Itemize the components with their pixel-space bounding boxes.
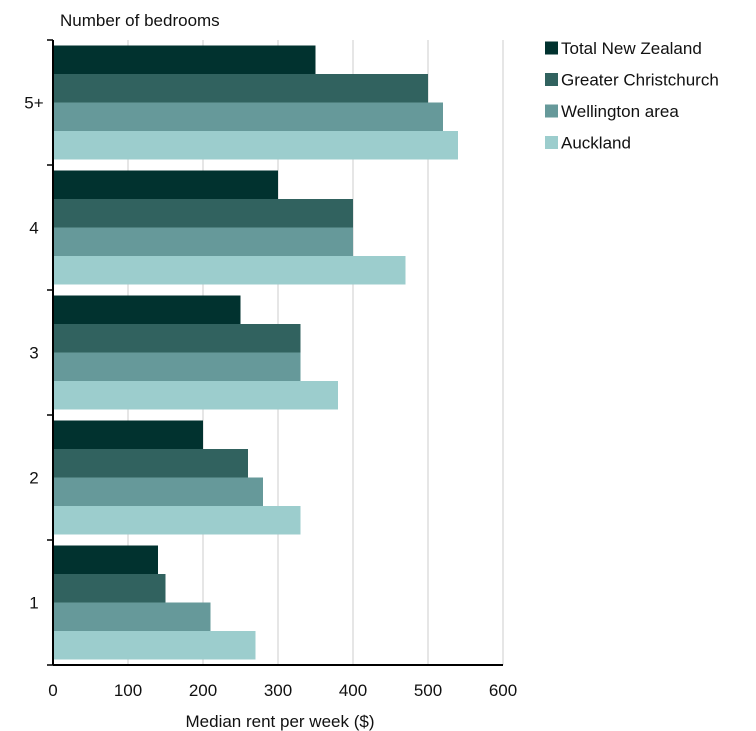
bar (53, 545, 158, 574)
x-tick-label: 0 (48, 681, 57, 700)
bar (53, 227, 353, 256)
legend-swatch (545, 136, 558, 149)
legend-swatch (545, 41, 558, 55)
category-labels: 5+ 4 3 2 1 (24, 94, 43, 613)
bar (53, 631, 256, 660)
x-axis-title: Median rent per week ($) (186, 712, 375, 731)
x-tick-label: 200 (189, 681, 217, 700)
category-label: 3 (29, 344, 38, 363)
category-label: 5+ (24, 94, 43, 113)
legend-swatch (545, 104, 558, 118)
bar (53, 131, 458, 160)
legend-label: Total New Zealand (561, 39, 702, 58)
category-label: 2 (29, 469, 38, 488)
legend-label: Auckland (561, 134, 631, 153)
bar (53, 506, 301, 535)
x-tick-label: 500 (414, 681, 442, 700)
x-tick-label: 400 (339, 681, 367, 700)
legend: Total New Zealand Greater Christchurch Wel… (545, 39, 719, 153)
bars (53, 45, 458, 660)
bar (53, 324, 301, 353)
bar (53, 256, 406, 285)
bar (53, 295, 241, 324)
x-tick-label: 600 (489, 681, 517, 700)
bar (53, 420, 203, 449)
x-tick-label: 300 (264, 681, 292, 700)
legend-swatch (545, 73, 558, 86)
bar (53, 602, 211, 631)
category-label: 4 (29, 219, 38, 238)
bar (53, 74, 428, 103)
legend-label: Greater Christchurch (561, 71, 719, 90)
bar (53, 352, 301, 381)
axes (47, 39, 503, 666)
x-tick-labels: 0 100 200 300 400 500 600 (48, 681, 517, 700)
bar (53, 381, 338, 410)
bar (53, 574, 166, 603)
x-tick-label: 100 (114, 681, 142, 700)
y-axis-title: Number of bedrooms (60, 11, 220, 30)
legend-label: Wellington area (561, 102, 679, 121)
bar (53, 45, 316, 74)
bar (53, 102, 443, 131)
bar (53, 449, 248, 478)
bar (53, 170, 278, 199)
bar (53, 199, 353, 228)
category-label: 1 (29, 594, 38, 613)
bar (53, 477, 263, 506)
